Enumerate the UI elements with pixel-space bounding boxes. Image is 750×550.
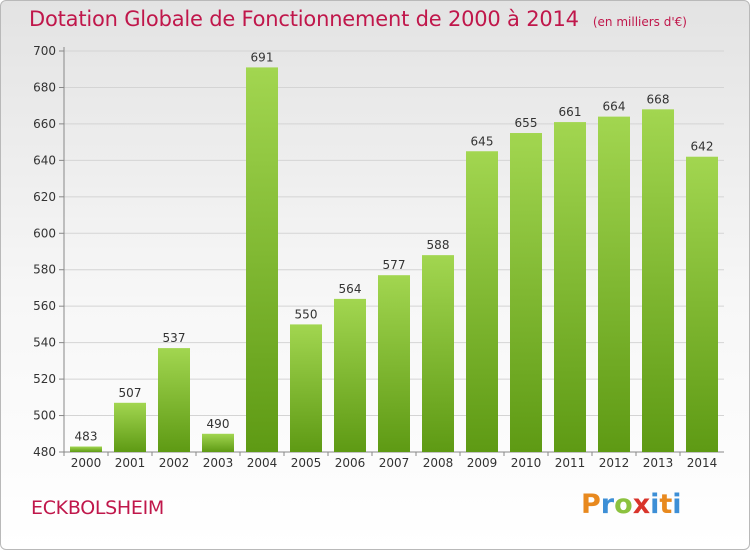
bars: [70, 67, 718, 453]
bar-2008: [422, 255, 454, 452]
y-tick-label: 620: [33, 190, 56, 204]
x-tick-label-2002: 2002: [159, 456, 190, 470]
y-tick-label: 660: [33, 117, 56, 131]
bar-2004: [246, 67, 278, 453]
chart-title-block: Dotation Globale de Fonctionnement de 20…: [29, 7, 687, 31]
value-label-2000: 483: [75, 430, 98, 444]
commune-name: ECKBOLSHEIM: [31, 497, 165, 519]
value-label-2013: 668: [647, 92, 670, 106]
logo-letter: P: [581, 489, 601, 520]
logo-letter: i: [672, 489, 682, 520]
bar-2000: [70, 446, 102, 452]
value-label-2002: 537: [163, 331, 186, 345]
x-tick-label-2008: 2008: [423, 456, 454, 470]
bar-2010: [510, 133, 542, 453]
x-tick-label-2013: 2013: [643, 456, 674, 470]
bar-2012: [598, 116, 630, 453]
value-label-2014: 642: [691, 140, 714, 154]
value-label-2005: 550: [295, 307, 318, 321]
y-tick-label: 540: [33, 336, 56, 350]
x-tick-label-2012: 2012: [599, 456, 630, 470]
bar-2011: [554, 122, 586, 452]
y-tick-label: 500: [33, 409, 56, 423]
value-label-2010: 655: [515, 116, 538, 130]
x-tick-label-2000: 2000: [71, 456, 102, 470]
value-labels: 483 507 537 490 691 550 564 577 588 645 655 661 664 6…: [75, 50, 714, 443]
x-tick-label-2003: 2003: [203, 456, 234, 470]
value-label-2004: 691: [251, 50, 274, 64]
proxiti-logo: Proxiti: [581, 489, 682, 520]
x-tick-label-2009: 2009: [467, 456, 498, 470]
logo-letter: i: [650, 489, 660, 520]
x-tick-label-2006: 2006: [335, 456, 366, 470]
y-tick-label: 520: [33, 372, 56, 386]
value-label-2007: 577: [383, 258, 406, 272]
y-tick-label: 480: [33, 445, 56, 459]
logo-letter: t: [659, 489, 673, 520]
bar-2005: [290, 324, 322, 452]
x-tick-label-2010: 2010: [511, 456, 542, 470]
y-tick-label: 680: [33, 80, 56, 94]
y-tick-label: 560: [33, 299, 56, 313]
logo-letter: o: [614, 489, 633, 520]
x-tick-labels: 2000 2001 2002 2003 2004 2005 2006 2007 2008 2009…: [71, 456, 718, 470]
bar-2014: [686, 156, 718, 452]
value-label-2011: 661: [559, 105, 582, 119]
bar-2007: [378, 275, 410, 452]
value-label-2006: 564: [339, 282, 362, 296]
y-tick-label: 640: [33, 153, 56, 167]
x-tick-label-2001: 2001: [115, 456, 146, 470]
x-tick-label-2014: 2014: [687, 456, 718, 470]
logo-letter: r: [600, 489, 615, 520]
chart-title: Dotation Globale de Fonctionnement de 20…: [29, 7, 579, 31]
bar-2013: [642, 109, 674, 452]
bar-2009: [466, 151, 498, 452]
y-tick-label: 700: [33, 44, 56, 58]
bar-2001: [114, 402, 146, 452]
chart-unit: (en milliers d'€): [592, 15, 687, 29]
y-tick-labels: 480 500 520 540 560 580 600 620 640 660 680 700: [33, 44, 56, 459]
y-tick-label: 600: [33, 226, 56, 240]
x-tick-label-2004: 2004: [247, 456, 278, 470]
x-tick-label-2007: 2007: [379, 456, 410, 470]
bar-2006: [334, 298, 366, 452]
value-label-2001: 507: [119, 386, 142, 400]
bar-2002: [158, 348, 190, 452]
bar-2003: [202, 433, 234, 452]
value-label-2008: 588: [427, 238, 450, 252]
y-tick-label: 580: [33, 263, 56, 277]
value-label-2012: 664: [603, 100, 626, 114]
x-tick-label-2011: 2011: [555, 456, 586, 470]
value-label-2003: 490: [207, 417, 230, 431]
value-label-2009: 645: [471, 134, 494, 148]
x-tick-label-2005: 2005: [291, 456, 322, 470]
logo-letter: x: [632, 489, 651, 520]
